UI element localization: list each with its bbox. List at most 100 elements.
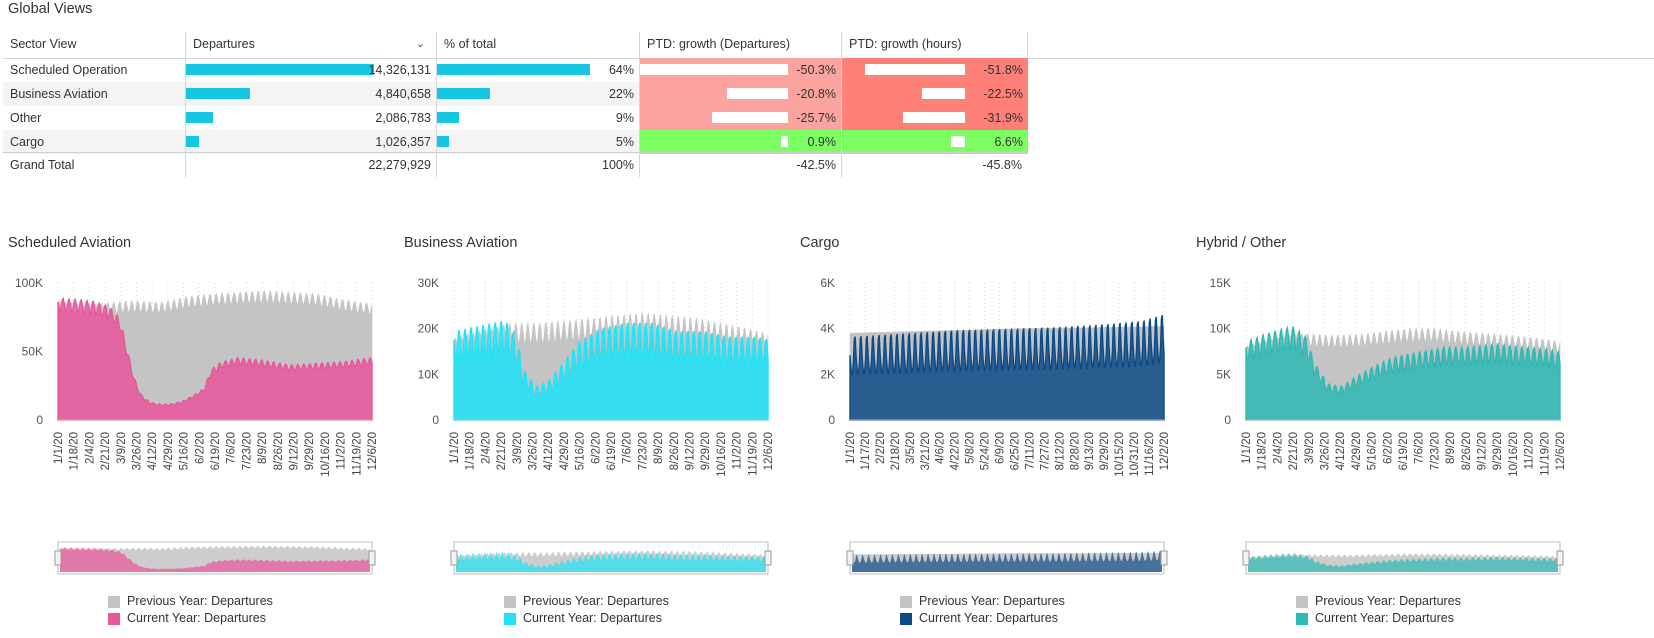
growth-departures-value: -50.3% [796, 63, 836, 77]
growth-hours-cell: -51.8% [842, 58, 1028, 82]
legend-item[interactable]: Current Year: Departures [1296, 610, 1556, 627]
growth-hours-value: 6.6% [994, 135, 1024, 149]
x-tick-label: 12/6/20 [1555, 432, 1567, 470]
header-departures[interactable]: Departures ⌄ [186, 32, 437, 58]
navigator-right-handle[interactable] [764, 550, 772, 566]
x-tick-label: 12/2/20 [1159, 432, 1171, 470]
chart-svg[interactable]: 30K 20K 10K 0 1/1/20 1/18/20 2/4/20 2/21/20 3/9/… [404, 230, 794, 590]
pct-bar [437, 64, 590, 75]
legend-item[interactable]: Current Year: Departures [108, 610, 368, 627]
chart-legend: Previous Year: Departures Current Year: D… [900, 593, 1160, 627]
chart-svg[interactable]: 6K 4K 2K 0 1/1/20 1/17/20 2/2/20 2/18/20 3/5/20 3… [800, 230, 1190, 590]
navigator-left-handle[interactable] [450, 550, 458, 566]
x-tick-label: 9/13/20 [1084, 432, 1096, 470]
legend-item[interactable]: Current Year: Departures [504, 610, 764, 627]
y-tick-label: 5K [1216, 367, 1231, 381]
global-views-table: Sector View Departures ⌄ % of total PTD:… [3, 32, 1654, 177]
legend-label: Previous Year: Departures [523, 594, 669, 608]
column-divider [185, 32, 186, 177]
x-tick-label: 9/29/20 [1099, 432, 1111, 470]
x-tick-label: 7/23/20 [241, 432, 253, 470]
navigator-left-handle[interactable] [846, 550, 854, 566]
departures-bar [186, 64, 374, 75]
x-tick-label: 9/12/20 [289, 432, 301, 470]
x-tick-label: 7/27/20 [1039, 432, 1051, 470]
chart-title: Scheduled Aviation [8, 235, 132, 251]
growth-bar [712, 112, 788, 123]
legend-item[interactable]: Current Year: Departures [900, 610, 1160, 627]
x-tick-label: 3/9/20 [116, 432, 128, 464]
y-tick-label: 4K [820, 322, 835, 336]
grand-total-ptd-departures: -42.5% [796, 158, 836, 172]
table-row[interactable]: Scheduled Operation 14,326,131 64% -50.3% -5… [3, 58, 1028, 82]
x-tick-label: 5/16/20 [575, 432, 587, 470]
header-ptd-growth-departures[interactable]: PTD: growth (Departures) [647, 37, 791, 51]
x-tick-label: 2/21/20 [496, 432, 508, 470]
x-tick-label: 6/19/20 [1398, 432, 1410, 470]
growth-bar [781, 136, 788, 147]
header-pct-total[interactable]: % of total [444, 37, 497, 51]
growth-departures-cell: -25.7% [640, 106, 841, 130]
chart-svg[interactable]: 100K 50K 0 1/1/20 1/18/20 2/4/20 2/21/20 3/9/20… [8, 230, 398, 590]
x-tick-label: 2/4/20 [480, 432, 492, 464]
grand-total-departures: 22,279,929 [368, 158, 431, 172]
x-tick-label: 4/12/20 [1335, 432, 1347, 470]
y-tick-label: 100K [15, 276, 43, 290]
x-tick-label: 1/1/20 [53, 432, 65, 464]
growth-departures-value: -25.7% [796, 111, 836, 125]
column-divider [841, 32, 842, 177]
x-tick-label: 11/2/20 [1524, 432, 1536, 470]
growth-hours-cell: 6.6% [842, 130, 1028, 154]
table-row[interactable]: Cargo 1,026,357 5% 0.9% 6.6% [3, 130, 1028, 154]
y-tick-label: 0 [1224, 413, 1231, 427]
column-divider [639, 32, 640, 177]
pct-value: 5% [615, 135, 634, 149]
pct-value: 22% [608, 87, 634, 101]
navigator-right-handle[interactable] [368, 550, 376, 566]
chart-panel: Cargo 6K 4K 2K 0 1/1/20 1/17/20 2/2/20 2/18/20 3/… [800, 230, 1190, 638]
chart-panel: Hybrid / Other 15K 10K 5K 0 1/1/20 1/18/20 2/4/… [1196, 230, 1586, 638]
legend-swatch [504, 596, 516, 608]
y-tick-label: 50K [22, 345, 43, 359]
navigator-left-handle[interactable] [1242, 550, 1250, 566]
growth-hours-cell: -31.9% [842, 106, 1028, 130]
departures-value: 2,086,783 [375, 111, 431, 125]
growth-hours-value: -51.8% [983, 63, 1023, 77]
legend-item[interactable]: Previous Year: Departures [108, 593, 368, 610]
legend-swatch [900, 613, 912, 625]
x-tick-label: 7/6/20 [226, 432, 238, 464]
y-tick-label: 0 [432, 413, 439, 427]
table-row[interactable]: Business Aviation 4,840,658 22% -20.8% -22.5… [3, 82, 1028, 106]
x-tick-label: 2/2/20 [875, 432, 887, 464]
y-tick-label: 15K [1210, 276, 1231, 290]
x-tick-label: 5/16/20 [179, 432, 191, 470]
legend-item[interactable]: Previous Year: Departures [900, 593, 1160, 610]
header-sector-view[interactable]: Sector View [10, 37, 77, 51]
navigator-right-handle[interactable] [1556, 550, 1564, 566]
x-tick-label: 8/26/20 [1461, 432, 1473, 470]
y-tick-label: 0 [36, 413, 43, 427]
x-tick-label: 9/12/20 [1477, 432, 1489, 470]
x-tick-label: 8/12/20 [1054, 432, 1066, 470]
legend-swatch [1296, 613, 1308, 625]
x-tick-label: 7/11/20 [1024, 432, 1036, 470]
navigator-right-handle[interactable] [1160, 550, 1168, 566]
departures-value: 1,026,357 [375, 135, 431, 149]
x-tick-label: 9/29/20 [304, 432, 316, 470]
chart-svg[interactable]: 15K 10K 5K 0 1/1/20 1/18/20 2/4/20 2/21/20 3/9/2… [1196, 230, 1586, 590]
header-ptd-growth-hours[interactable]: PTD: growth (hours) [849, 37, 962, 51]
x-tick-label: 10/15/20 [1114, 432, 1126, 477]
growth-departures-cell: -50.3% [640, 58, 841, 82]
navigator-left-handle[interactable] [54, 550, 62, 566]
row-label: Business Aviation [10, 87, 108, 101]
legend-item[interactable]: Previous Year: Departures [504, 593, 764, 610]
x-tick-label: 8/9/20 [1445, 432, 1457, 464]
chart-title: Hybrid / Other [1196, 235, 1287, 251]
table-row[interactable]: Other 2,086,783 9% -25.7% -31.9% [3, 106, 1028, 130]
legend-item[interactable]: Previous Year: Departures [1296, 593, 1556, 610]
chevron-down-icon[interactable]: ⌄ [415, 38, 425, 50]
grand-total-pct: 100% [602, 158, 634, 172]
grand-total-row: Grand Total 22,279,929 100% -42.5% -45.8% [3, 152, 1028, 176]
growth-departures-value: 0.9% [807, 135, 837, 149]
growth-bar [951, 136, 965, 147]
